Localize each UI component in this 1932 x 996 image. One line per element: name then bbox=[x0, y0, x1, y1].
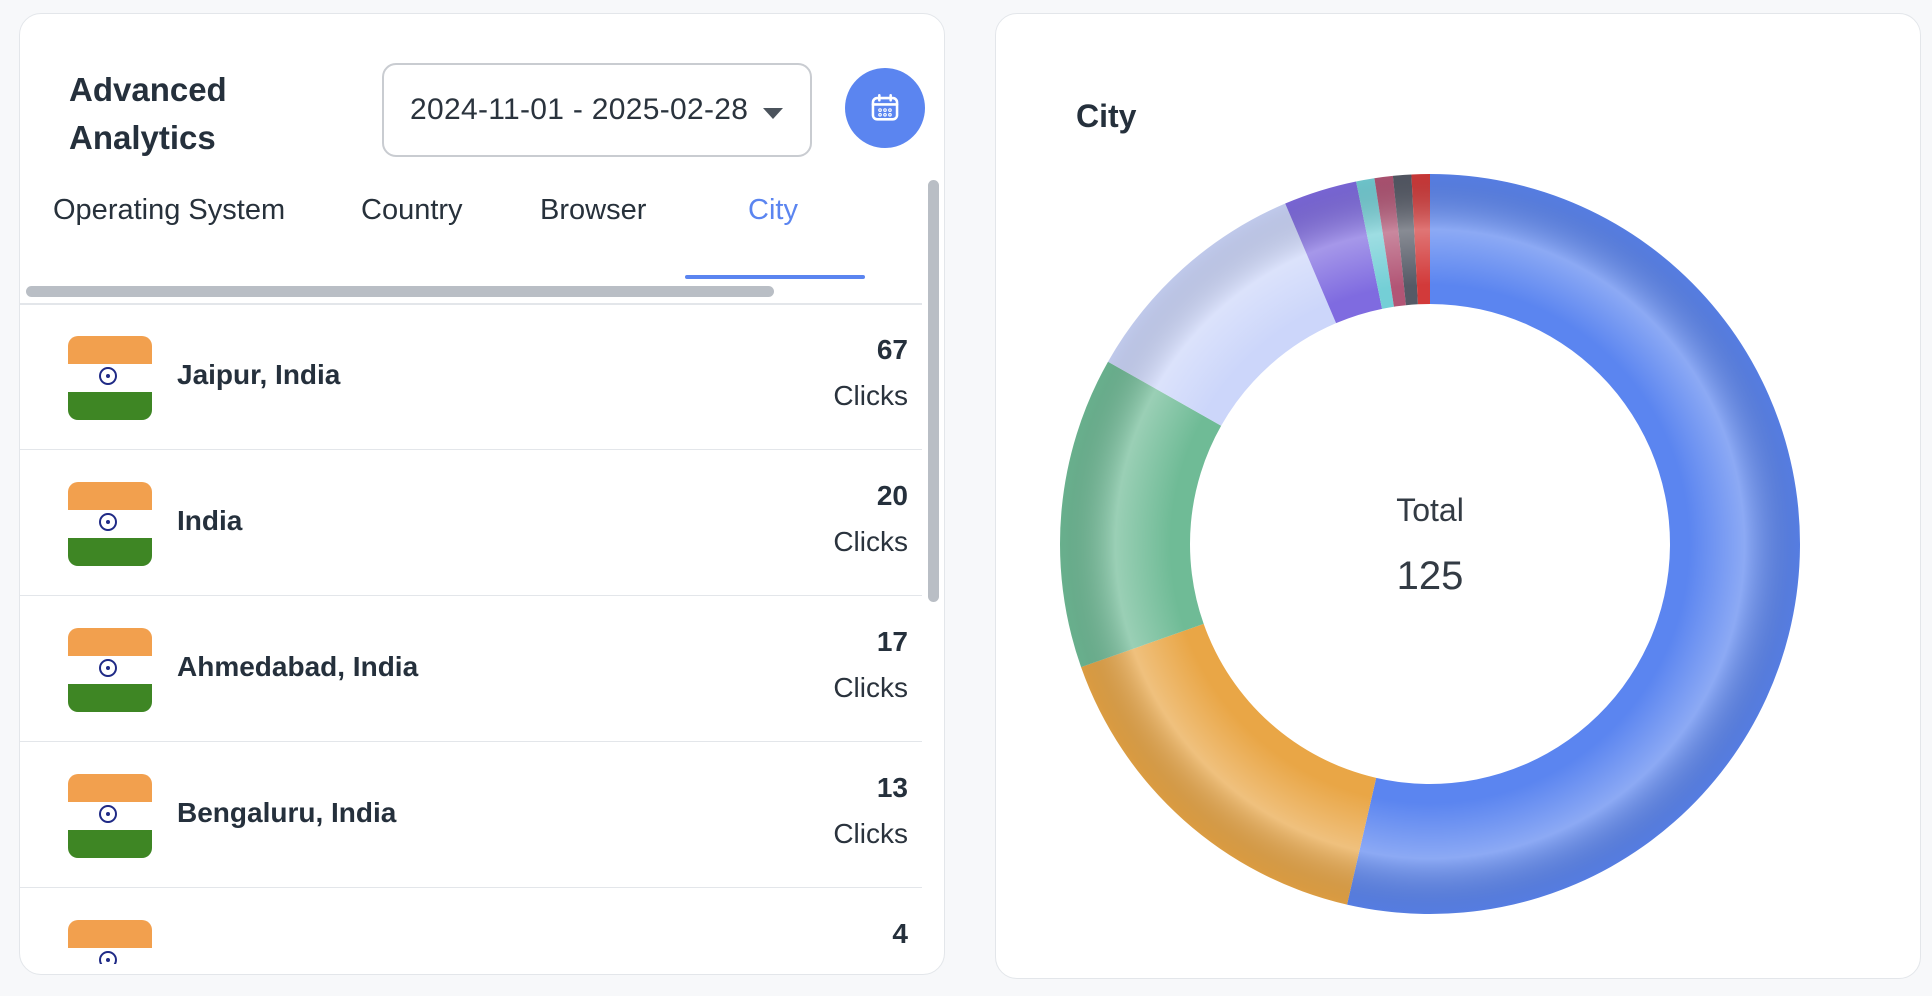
panel-title: Advanced Analytics bbox=[69, 71, 227, 156]
tab-browser[interactable]: Browser bbox=[540, 194, 647, 226]
date-range-value: 2024-11-01 - 2025-02-28 bbox=[410, 93, 749, 126]
city-donut-chart bbox=[1060, 174, 1800, 914]
india-flag-icon bbox=[68, 774, 152, 858]
city-chart-card: City Total 125 bbox=[995, 13, 1921, 979]
india-flag-icon bbox=[68, 920, 152, 964]
analytics-card: Advanced Analytics 2024-11-01 - 2025-02-… bbox=[19, 13, 945, 975]
city-name: Bengaluru, India bbox=[177, 797, 397, 828]
calendar-icon bbox=[871, 93, 899, 121]
chart-title: City bbox=[1076, 98, 1137, 134]
list-item[interactable]: Bengaluru, India 13 Clicks bbox=[20, 742, 922, 888]
total-value: 125 bbox=[1396, 554, 1464, 598]
tab-country[interactable]: Country bbox=[361, 194, 463, 226]
list-item[interactable]: Jaipur, India 67 Clicks bbox=[20, 304, 922, 450]
divider bbox=[20, 303, 922, 305]
list-item[interactable]: Ahmedabad, India 17 Clicks bbox=[20, 596, 922, 742]
click-count: 13 bbox=[876, 772, 908, 803]
india-flag-icon bbox=[68, 628, 152, 712]
list-item[interactable]: India 20 Clicks bbox=[20, 450, 922, 596]
city-name: India bbox=[177, 505, 243, 536]
list-item[interactable]: 4 bbox=[20, 888, 922, 964]
click-count: 20 bbox=[876, 480, 908, 511]
chevron-down-icon bbox=[763, 108, 783, 119]
tab-operating-system[interactable]: Operating System bbox=[53, 194, 286, 226]
city-name: Jaipur, India bbox=[177, 359, 341, 390]
india-flag-icon bbox=[68, 482, 152, 566]
city-name: Ahmedabad, India bbox=[177, 651, 419, 682]
click-count: 67 bbox=[876, 334, 908, 365]
click-count: 4 bbox=[892, 918, 908, 949]
click-unit: Clicks bbox=[833, 672, 908, 703]
active-tab-indicator bbox=[685, 275, 865, 279]
tabs-horizontal-scrollbar[interactable] bbox=[26, 286, 774, 297]
total-label: Total bbox=[1396, 492, 1464, 528]
click-unit: Clicks bbox=[833, 526, 908, 557]
tab-city[interactable]: City bbox=[748, 194, 798, 226]
list-vertical-scrollbar[interactable] bbox=[928, 180, 939, 602]
date-range-select[interactable]: 2024-11-01 - 2025-02-28 bbox=[382, 63, 812, 157]
city-list: Jaipur, India 67 Clicks India 20 Clicks … bbox=[20, 304, 922, 964]
click-unit: Clicks bbox=[833, 818, 908, 849]
calendar-button[interactable] bbox=[845, 68, 925, 148]
click-unit: Clicks bbox=[833, 380, 908, 411]
donut-highlight bbox=[1060, 174, 1800, 914]
india-flag-icon bbox=[68, 336, 152, 420]
click-count: 17 bbox=[876, 626, 908, 657]
